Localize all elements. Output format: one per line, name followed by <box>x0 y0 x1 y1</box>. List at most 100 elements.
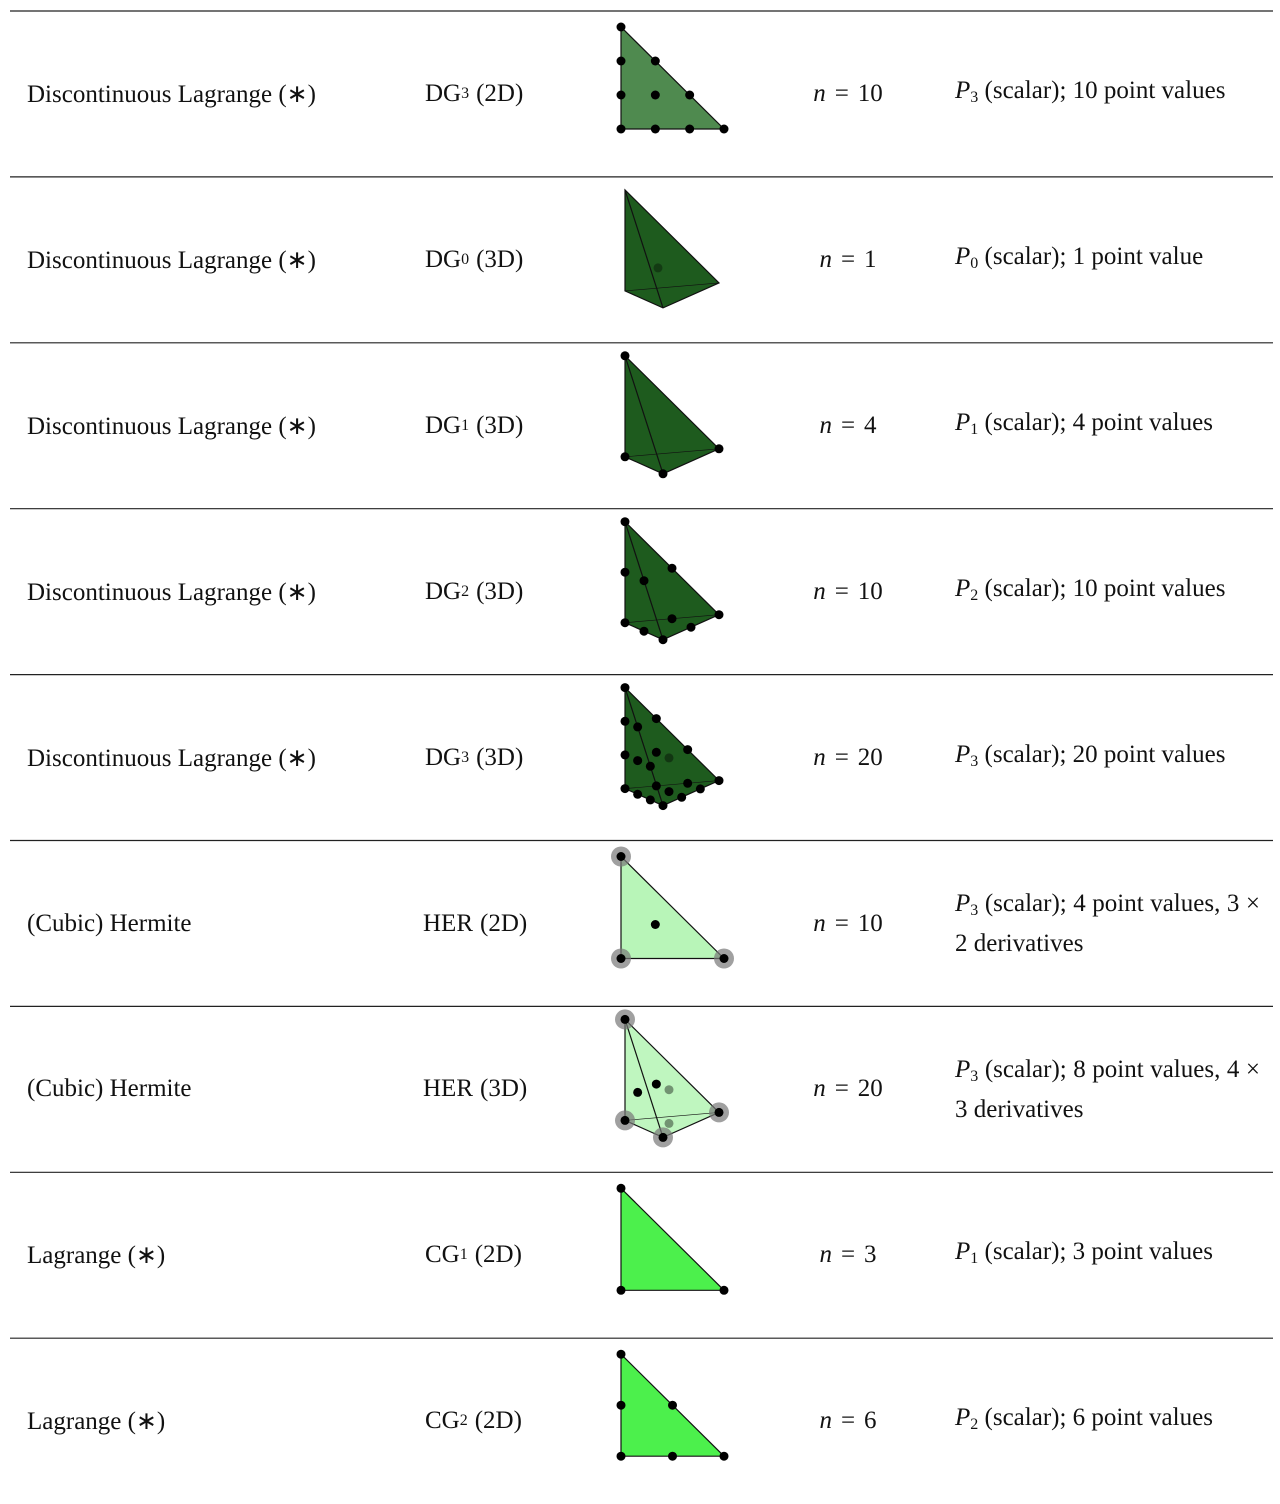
node <box>616 1183 626 1193</box>
node <box>616 1451 626 1461</box>
desc: P1 (scalar); 3 point values <box>955 1235 1213 1275</box>
node <box>620 618 630 628</box>
cell-abbr: CG 2 (2D) <box>425 1338 522 1504</box>
n-eq: = <box>834 577 849 605</box>
cell-abbr: HER (2D) <box>423 841 527 1007</box>
cell-abbr: DG 3 (3D) <box>425 675 523 841</box>
space-degree: 3 <box>970 1067 979 1085</box>
abbr-dim: (2D) <box>480 909 528 937</box>
node <box>650 124 660 134</box>
abbr-base: DG <box>425 577 462 605</box>
desc-text: (scalar); 8 point values, 4 × 3 derivati… <box>955 1055 1261 1123</box>
abbr-base: DG <box>425 743 462 771</box>
desc: P3 (scalar); 20 point values <box>955 738 1225 778</box>
node <box>645 795 655 805</box>
abbr-sub: 2 <box>461 582 470 600</box>
cell-name: Discontinuous Lagrange (∗) <box>27 177 316 343</box>
desc-text: (scalar); 4 point values, 3 × 2 derivati… <box>955 890 1261 957</box>
cell-name: Discontinuous Lagrange (∗) <box>27 509 316 675</box>
node <box>616 954 626 963</box>
cell-abbr: CG 1 (2D) <box>425 1172 522 1338</box>
n-value: 10 <box>857 577 883 605</box>
space-degree: 1 <box>970 1250 979 1268</box>
cell-abbr: HER (3D) <box>423 1006 527 1172</box>
element-name: Discontinuous Lagrange (∗) <box>27 81 316 108</box>
space-symbol: P <box>955 890 971 917</box>
node <box>683 745 693 755</box>
n-value: 20 <box>857 743 883 771</box>
cell-desc: P1 (scalar); 3 point values <box>955 1172 1260 1338</box>
n-eq: = <box>840 1241 856 1269</box>
node <box>719 954 729 963</box>
abbr-sub: 3 <box>461 748 470 766</box>
abbr-dim: (3D) <box>476 743 524 771</box>
desc: P0 (scalar); 1 point value <box>955 240 1203 280</box>
node <box>658 469 668 479</box>
n-symbol: n <box>813 1075 826 1103</box>
node <box>695 784 705 794</box>
abbr-dim: (2D) <box>476 80 524 107</box>
abbr-sub: 3 <box>461 85 470 102</box>
node <box>714 776 724 786</box>
n-value: 10 <box>857 80 883 107</box>
cell-n: n = 3 <box>760 1172 936 1338</box>
cell-n: n = 10 <box>760 509 936 675</box>
node <box>668 1400 677 1410</box>
n-value: 20 <box>857 1075 883 1103</box>
node <box>616 22 626 32</box>
node <box>664 753 674 763</box>
node <box>620 567 630 577</box>
n-value: 3 <box>864 1241 877 1269</box>
n-eq: = <box>834 743 849 771</box>
node <box>714 1107 724 1117</box>
space-degree: 2 <box>970 1416 979 1434</box>
node <box>633 756 643 766</box>
cell-abbr: DG 1 (3D) <box>425 343 523 509</box>
edge <box>624 780 720 789</box>
element-name: Discontinuous Lagrange (∗) <box>27 246 316 274</box>
node <box>686 622 696 632</box>
cell-n: n = 4 <box>760 343 936 509</box>
node <box>620 716 630 726</box>
n-eq: = <box>834 1075 849 1103</box>
node <box>616 1400 626 1410</box>
node <box>645 761 655 771</box>
abbr-base: DG <box>425 411 462 439</box>
node <box>658 801 668 811</box>
element-name: Discontinuous Lagrange (∗) <box>27 412 316 440</box>
cell-n: n = 20 <box>760 1006 936 1172</box>
desc-text: (scalar); 1 point value <box>984 242 1204 270</box>
space-symbol: P <box>955 77 971 104</box>
cell-desc: P3 (scalar); 20 point values <box>955 675 1260 841</box>
desc-text: (scalar); 10 point values <box>984 574 1226 602</box>
abbr-sub: 1 <box>459 1246 468 1264</box>
desc-text: (scalar); 3 point values <box>984 1238 1213 1266</box>
n-symbol: n <box>819 1241 832 1269</box>
cell-desc: P3 (scalar); 8 point values, 4 × 3 deriv… <box>955 1006 1260 1172</box>
node <box>639 576 649 586</box>
node <box>651 714 661 724</box>
space-degree: 3 <box>970 902 979 919</box>
edge <box>624 1112 720 1121</box>
node <box>714 444 724 454</box>
node <box>620 784 630 794</box>
node <box>620 1014 630 1024</box>
desc-text: (scalar); 20 point values <box>984 740 1226 768</box>
n-eq: = <box>840 245 856 273</box>
node <box>664 1085 674 1095</box>
node <box>620 517 630 527</box>
abbr-base: DG <box>425 245 462 273</box>
abbr-base: HER <box>423 909 473 937</box>
node <box>719 1451 729 1461</box>
desc-text: (scalar); 6 point values <box>984 1404 1213 1432</box>
node <box>667 614 677 624</box>
n-value: 6 <box>864 1407 877 1435</box>
cell-desc: P2 (scalar); 10 point values <box>955 509 1260 675</box>
cell-name: Lagrange (∗) <box>27 1172 165 1338</box>
node <box>620 351 630 361</box>
node <box>633 722 643 732</box>
space-symbol: P <box>955 574 971 602</box>
node <box>620 750 630 760</box>
node <box>650 90 660 100</box>
abbr-sub: 2 <box>459 1412 468 1430</box>
